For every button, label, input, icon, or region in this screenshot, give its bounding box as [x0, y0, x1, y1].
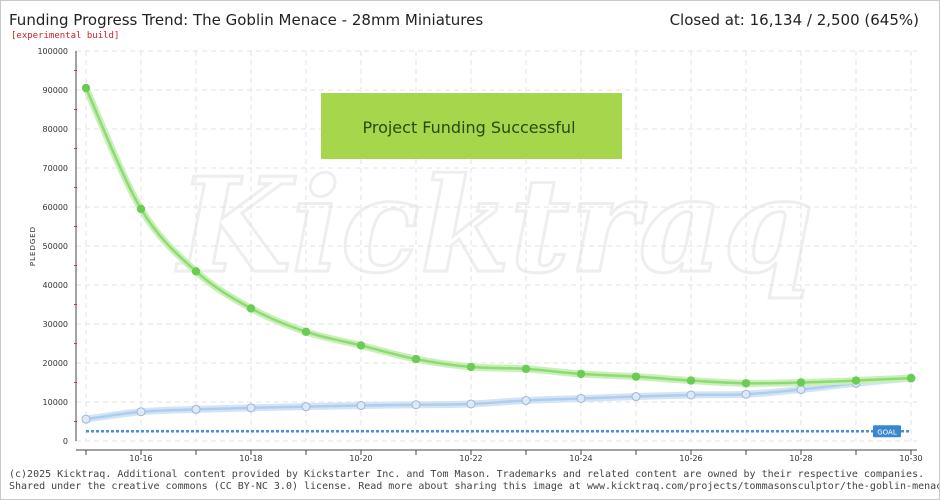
closed-summary: Closed at: 16,134 / 2,500 (645%): [669, 11, 919, 29]
pledged-point: [741, 389, 751, 399]
success-banner: [321, 93, 622, 159]
y-tick-label: 40000: [43, 281, 68, 290]
trend-point: [906, 373, 916, 383]
success-banner-text: Project Funding Successful: [362, 118, 575, 137]
y-tick-label: 80000: [43, 125, 68, 134]
x-tick-label: 10-18: [239, 454, 262, 463]
pledged-point: [356, 401, 366, 411]
y-tick-label: 30000: [43, 320, 68, 329]
pledged-point: [631, 392, 641, 402]
watermark-layer: Kicktraq: [173, 148, 815, 304]
pledged-point: [246, 403, 256, 413]
pledged-point: [796, 385, 806, 395]
trend-point: [81, 83, 91, 93]
trend-point: [796, 378, 806, 387]
x-tick-label: 10-16: [129, 454, 152, 463]
x-tick-label: 10-28: [789, 454, 812, 463]
goal-layer: GOAL: [86, 425, 911, 438]
x-tick-label: 10-22: [459, 454, 482, 463]
trend-point: [136, 204, 146, 214]
y-tick-label: 90000: [43, 86, 68, 95]
pledged-point: [521, 395, 531, 405]
pledged-point: [466, 399, 476, 409]
axis-layer: 0 10000 20000 30000 40000 50000 60000 70000 8000…: [29, 47, 923, 463]
kicktraq-watermark: Kicktraq: [174, 149, 813, 302]
pledged-line: [84, 376, 913, 421]
pledged-point: [576, 393, 586, 403]
trend-point: [301, 327, 311, 336]
trend-point: [851, 376, 861, 385]
footer-license: Shared under the creative commons (CC BY…: [9, 481, 939, 492]
y-axis-label: PLEDGED: [29, 226, 37, 266]
pledged-point: [191, 404, 201, 414]
trend-point: [521, 364, 531, 374]
trend-point: [411, 354, 421, 364]
x-tick-label: 10-24: [569, 454, 592, 463]
pledged-point: [411, 400, 421, 410]
trend-point: [246, 304, 256, 313]
x-tick-label: 10-20: [349, 454, 372, 463]
goal-badge: [873, 425, 901, 438]
x-tick-label: 10-30: [899, 454, 922, 463]
y-tick-label: 0: [63, 437, 68, 446]
goal-badge-text: GOAL: [877, 428, 897, 436]
trend-point: [356, 341, 366, 350]
trend-point: [191, 267, 201, 276]
pledged-point: [136, 407, 146, 417]
trend-point: [631, 372, 641, 381]
trend-point: [741, 379, 751, 388]
y-tick-label: 70000: [43, 164, 68, 173]
x-tick-label: 10-26: [679, 454, 702, 463]
pledged-point: [81, 414, 91, 424]
y-tick-label: 10000: [43, 398, 68, 407]
trend-point: [686, 376, 696, 385]
chart-title: Funding Progress Trend: The Goblin Menac…: [9, 11, 484, 29]
trend-point: [576, 369, 586, 379]
banner-layer: Project Funding Successful: [321, 93, 622, 159]
y-tick-label: 60000: [43, 203, 68, 212]
pledged-point: [686, 390, 696, 400]
footer: (c)2025 Kicktraq. Additional content pro…: [9, 469, 939, 493]
footer-copyright: (c)2025 Kicktraq. Additional content pro…: [9, 469, 925, 480]
y-tick-label: 50000: [43, 242, 68, 251]
series-layer: [81, 83, 916, 424]
y-tick-label: 100000: [37, 47, 68, 56]
build-note: [experimental build]: [11, 31, 120, 41]
y-tick-label: 20000: [43, 359, 68, 368]
pledged-point: [301, 402, 311, 412]
trend-point: [466, 362, 476, 372]
